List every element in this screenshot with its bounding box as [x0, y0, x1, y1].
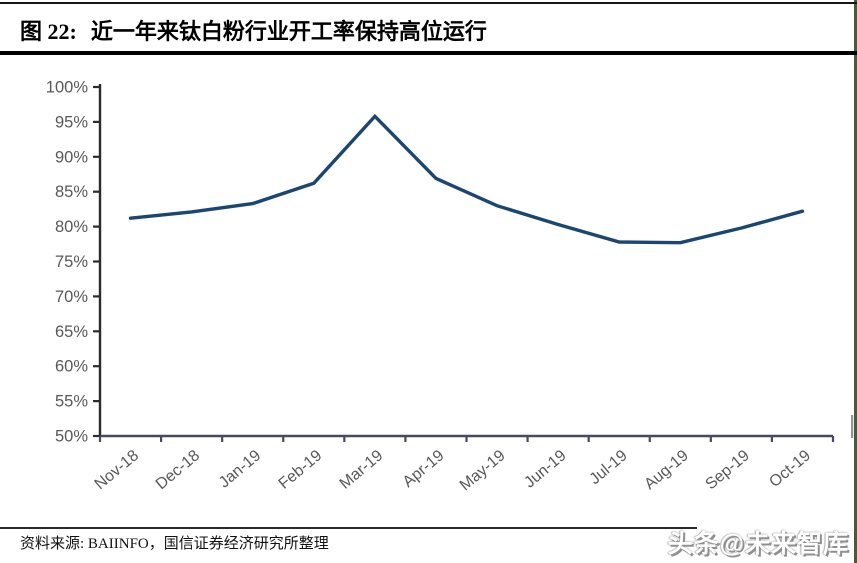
series-line [128, 113, 805, 245]
figure-number-label: 图 22: [20, 19, 77, 44]
x-tick-label: Nov-18 [92, 447, 143, 493]
y-tick-label: 95% [55, 113, 88, 131]
x-tick-label: Aug-19 [641, 447, 692, 493]
x-tick-label: Jun-19 [521, 447, 569, 492]
x-tick-label: Mar-19 [337, 447, 387, 493]
y-tick-label: 80% [55, 218, 88, 236]
y-tick-label: 90% [55, 148, 88, 166]
y-tick-label: 85% [55, 183, 88, 201]
y-tick-label: 100% [46, 79, 89, 97]
x-tick-label: Jul-19 [586, 447, 630, 488]
y-tick-label: 50% [55, 428, 88, 446]
x-tick-label: Oct-19 [766, 447, 814, 491]
x-tick-label: Apr-19 [400, 447, 448, 491]
clipped-right-axis-fragment [851, 415, 854, 438]
footer-rule [0, 527, 697, 529]
x-tick-label: Jan-19 [216, 447, 264, 492]
x-tick-label: Feb-19 [276, 447, 326, 493]
source-note: 资料来源: BAIINFO，国信证券经济研究所整理 [20, 536, 329, 552]
y-tick-label: 60% [55, 358, 88, 376]
x-tick-label: Sep-19 [702, 447, 753, 493]
figure-title: 图 22: 近一年来钛白粉行业开工率保持高位运行 [20, 14, 487, 46]
figure-title-text: 近一年来钛白粉行业开工率保持高位运行 [90, 19, 487, 44]
watermark: 头条@未来智库 [667, 530, 849, 558]
y-tick-label: 65% [55, 323, 88, 341]
y-tick-label: 70% [55, 288, 88, 306]
y-tick-label: 75% [55, 253, 88, 271]
x-tick-label: Dec-18 [153, 447, 204, 493]
title-underline-rule [0, 51, 857, 55]
y-tick-label: 55% [55, 393, 88, 411]
x-tick-label: May-19 [457, 447, 509, 494]
page-right-border [854, 0, 857, 563]
top-rule [0, 2, 857, 4]
